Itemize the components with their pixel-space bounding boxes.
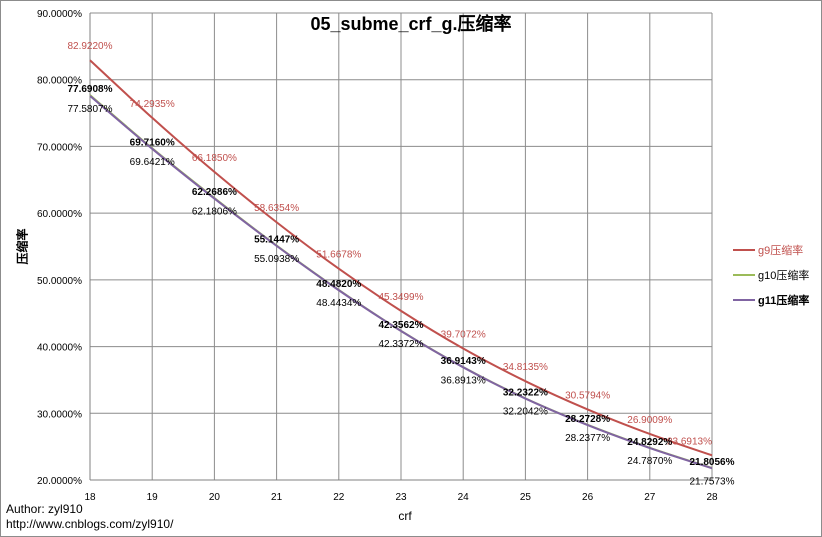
legend-swatch-g10 <box>733 274 755 276</box>
data-label-g11: 77.5807% <box>67 104 112 115</box>
data-label-g10: 62.2686% <box>192 187 237 198</box>
data-label-g11: 32.2042% <box>503 407 548 418</box>
data-label-g10: 28.2728% <box>565 414 610 425</box>
data-label-g11: 55.0938% <box>254 254 299 265</box>
y-tick-label: 50.0000% <box>37 276 82 287</box>
data-label-g10: 21.8056% <box>689 457 734 468</box>
data-label-g10: 32.2322% <box>503 387 548 398</box>
data-label-g11: 69.6421% <box>130 157 175 168</box>
data-label-g9: 74.2935% <box>130 99 175 110</box>
x-tick-label: 21 <box>271 492 283 503</box>
legend: g9压缩率 g10压缩率 g11压缩率 <box>733 240 809 315</box>
data-label-g10: 48.4820% <box>316 279 361 290</box>
x-tick-label: 20 <box>209 492 221 503</box>
legend-label-g10: g10压缩率 <box>758 270 810 282</box>
data-label-g11: 24.7870% <box>627 456 672 467</box>
y-tick-label: 30.0000% <box>37 409 82 420</box>
url-text: http://www.cnblogs.com/zyl910/ <box>6 517 174 531</box>
legend-item-g10: g10压缩率 <box>733 265 809 285</box>
y-tick-label: 60.0000% <box>37 209 82 220</box>
data-label-g10: 55.1447% <box>254 235 299 246</box>
data-label-g10: 77.6908% <box>67 84 112 95</box>
data-label-g11: 28.2377% <box>565 433 610 444</box>
x-tick-label: 19 <box>147 492 159 503</box>
author-text: Author: zyl910 <box>6 502 83 516</box>
data-label-g11: 42.3372% <box>378 339 423 350</box>
x-axis-label: crf <box>398 509 412 523</box>
y-tick-label: 90.0000% <box>37 9 82 20</box>
x-tick-label: 26 <box>582 492 594 503</box>
data-label-g9: 58.6354% <box>254 203 299 214</box>
data-label-g9: 45.3499% <box>378 292 423 303</box>
legend-item-g9: g9压缩率 <box>733 240 809 260</box>
data-label-g10: 24.8292% <box>627 437 672 448</box>
x-tick-label: 28 <box>706 492 718 503</box>
data-label-g9: 30.5794% <box>565 390 610 401</box>
x-tick-label: 27 <box>644 492 656 503</box>
data-label-g9: 82.9220% <box>67 41 112 52</box>
data-label-g10: 42.3562% <box>378 320 423 331</box>
chart-title: 05_subme_crf_g.压缩率 <box>310 14 512 34</box>
data-label-g9: 51.6678% <box>316 250 361 261</box>
data-label-g10: 69.7160% <box>130 137 175 148</box>
data-label-g11: 36.8913% <box>441 375 486 386</box>
data-label-g11: 62.1806% <box>192 207 237 218</box>
y-tick-label: 40.0000% <box>37 343 82 354</box>
series-line-0 <box>89 59 713 457</box>
legend-label-g9: g9压缩率 <box>758 245 804 257</box>
y-tick-label: 70.0000% <box>37 142 82 153</box>
data-label-g9: 34.8135% <box>503 362 548 373</box>
x-tick-label: 25 <box>520 492 532 503</box>
y-axis-label: 压缩率 <box>15 228 30 265</box>
legend-item-g11: g11压缩率 <box>733 290 809 310</box>
data-label-g9: 66.1850% <box>192 153 237 164</box>
x-tick-label: 23 <box>395 492 407 503</box>
x-tick-label: 18 <box>84 492 96 503</box>
legend-swatch-g11 <box>733 299 755 301</box>
legend-swatch-g9 <box>733 249 755 251</box>
data-label-g11: 48.4434% <box>316 298 361 309</box>
legend-label-g11: g11压缩率 <box>758 295 810 307</box>
data-label-g9: 23.6913% <box>667 436 712 447</box>
x-tick-label: 22 <box>333 492 345 503</box>
data-label-g10: 36.9143% <box>441 356 486 367</box>
y-tick-label: 20.0000% <box>37 476 82 487</box>
data-label-g9: 39.7072% <box>441 330 486 341</box>
series-line-2 <box>89 95 713 470</box>
x-tick-label: 24 <box>458 492 470 503</box>
data-label-g11: 21.7573% <box>689 476 734 487</box>
y-tick-label: 80.0000% <box>37 76 82 87</box>
data-label-g9: 26.9009% <box>627 415 672 426</box>
